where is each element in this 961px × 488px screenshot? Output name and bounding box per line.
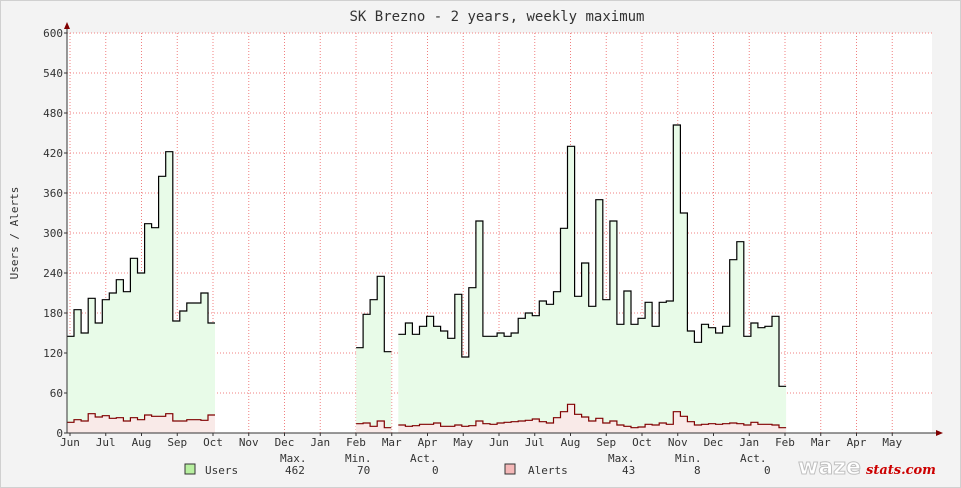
- legend-item-alerts: Alerts Max. 43 Min. 8 Act. 0: [504, 452, 771, 477]
- x-tick-label: Jul: [525, 436, 545, 449]
- x-tick-label: May: [882, 436, 902, 449]
- series-area-users: [356, 276, 392, 433]
- series-area-alerts: [67, 413, 215, 433]
- y-axis-label: Users / Alerts: [8, 187, 21, 280]
- x-tick-label: Oct: [203, 436, 223, 449]
- users-max-value: 462: [285, 464, 305, 477]
- x-tick-label: Feb: [775, 436, 795, 449]
- x-tick-label: Dec: [704, 436, 724, 449]
- x-tick-label: Oct: [632, 436, 652, 449]
- x-tick-label: May: [453, 436, 473, 449]
- users-min-value: 70: [357, 464, 370, 477]
- x-tick-label: Jun: [489, 436, 509, 449]
- y-tick-label: 120: [43, 347, 63, 360]
- users-min-label: Min.: [345, 452, 372, 465]
- x-tick-label: Nov: [239, 436, 259, 449]
- y-tick-label: 300: [43, 227, 63, 240]
- y-tick-label: 240: [43, 267, 63, 280]
- x-tick-label: Nov: [668, 436, 688, 449]
- y-tick-label: 540: [43, 67, 63, 80]
- x-tick-label: Jan: [739, 436, 759, 449]
- series-line-users: [398, 124, 787, 387]
- x-tick-label: Jun: [60, 436, 80, 449]
- series-line-alerts: [398, 403, 787, 429]
- chart-title: SK Brezno - 2 years, weekly maximum: [349, 9, 644, 25]
- x-tick-label: Mar: [811, 436, 831, 449]
- legend: Users Max. 462 Min. 70 Act. 0 Alerts Max…: [184, 452, 771, 477]
- series-area-alerts: [398, 404, 787, 433]
- y-axis-arrow-icon: [64, 22, 70, 29]
- x-tick-label: Aug: [132, 436, 152, 449]
- legend-label-alerts: Alerts: [528, 464, 568, 477]
- x-tick-label: Aug: [561, 436, 581, 449]
- x-tick-label: Sep: [596, 436, 616, 449]
- series-area-users: [67, 151, 215, 433]
- y-tick-label: 360: [43, 187, 63, 200]
- x-tick-label: Feb: [346, 436, 366, 449]
- x-tick-label: Apr: [418, 436, 438, 449]
- alerts-min-value: 8: [694, 464, 701, 477]
- x-tick-label: Jul: [96, 436, 116, 449]
- y-ticks: 0 60 120 180 240 300 360 420 480 540 600: [43, 27, 67, 440]
- legend-swatch-alerts: [504, 463, 516, 475]
- series-line-alerts: [356, 420, 392, 429]
- users-act-label: Act.: [410, 452, 437, 465]
- series-areas: [67, 125, 787, 433]
- legend-swatch-users: [184, 463, 196, 475]
- alerts-min-label: Min.: [675, 452, 702, 465]
- y-tick-label: 480: [43, 107, 63, 120]
- x-ticks: Jun Jul Aug Sep Oct Nov Dec Jan Feb Mar Apr May Jun J…: [60, 433, 903, 449]
- y-tick-label: 180: [43, 307, 63, 320]
- series-area-alerts: [356, 421, 392, 433]
- x-tick-label: Sep: [167, 436, 187, 449]
- x-tick-label: Mar: [382, 436, 402, 449]
- y-tick-label: 60: [50, 387, 63, 400]
- series-area-users: [398, 125, 787, 433]
- legend-label-users: Users: [205, 464, 238, 477]
- y-tick-label: 420: [43, 147, 63, 160]
- x-tick-label: Jan: [310, 436, 330, 449]
- users-max-label: Max.: [280, 452, 307, 465]
- alerts-act-value: 0: [764, 464, 771, 477]
- x-tick-label: Dec: [275, 436, 295, 449]
- series-line-users: [67, 151, 215, 337]
- alerts-max-value: 43: [622, 464, 635, 477]
- y-tick-label: 600: [43, 27, 63, 40]
- users-act-value: 0: [432, 464, 439, 477]
- legend-item-users: Users Max. 462 Min. 70 Act. 0: [184, 452, 439, 477]
- series-line-alerts: [67, 413, 215, 423]
- alerts-act-label: Act.: [740, 452, 767, 465]
- wazestats-logo: waze stats.com: [798, 455, 936, 481]
- x-axis-arrow-icon: [936, 430, 943, 436]
- series-lines: [67, 124, 787, 429]
- series-line-users: [356, 275, 392, 353]
- logo-main-text: waze: [798, 455, 861, 480]
- x-tick-label: Apr: [847, 436, 867, 449]
- y-tick-label: 0: [56, 427, 63, 440]
- logo-sub-text: stats.com: [866, 463, 936, 478]
- alerts-max-label: Max.: [608, 452, 635, 465]
